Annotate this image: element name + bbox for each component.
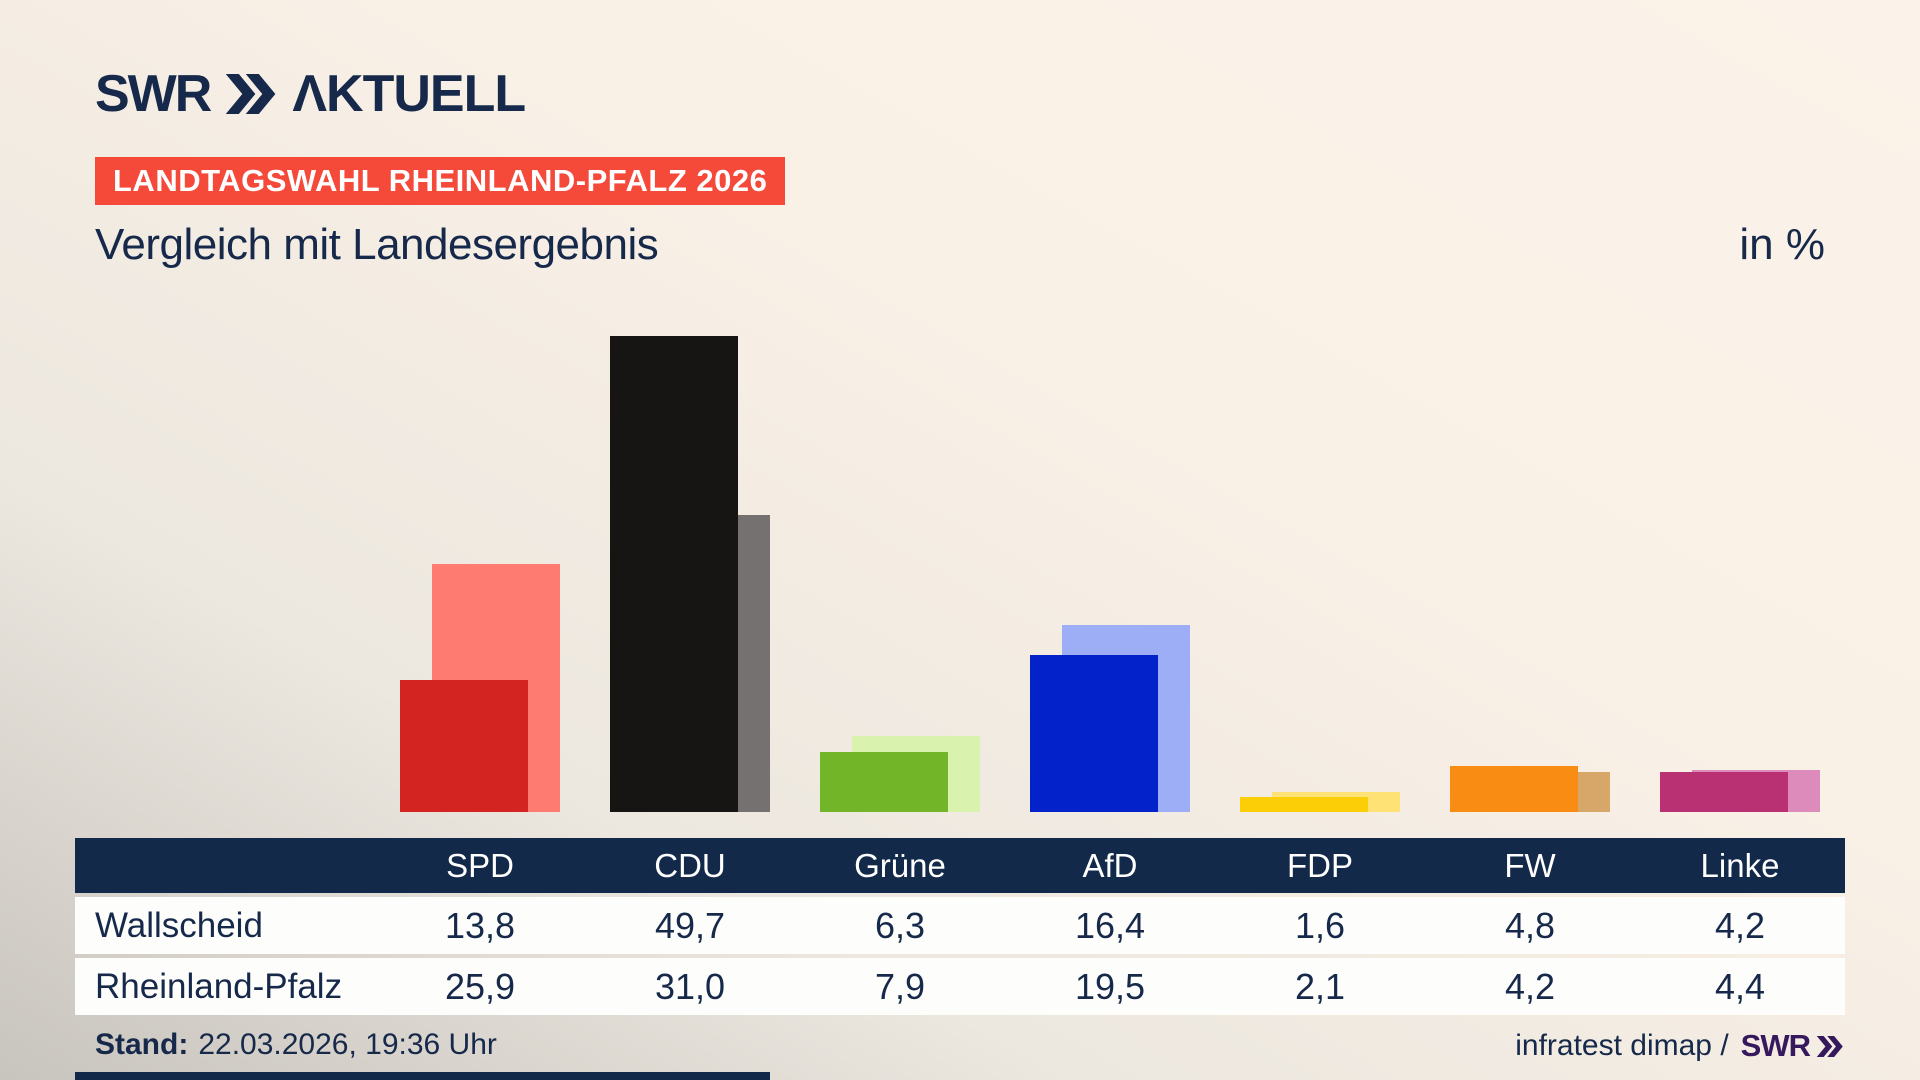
party-header-spd: SPD xyxy=(446,846,514,884)
party-header-fw: FW xyxy=(1504,846,1556,884)
value-rheinlandpfalz-fdp: 2,1 xyxy=(1294,965,1346,1007)
value-rheinlandpfalz-afd: 19,5 xyxy=(1074,965,1146,1007)
election-badge: LANDTAGSWAHL RHEINLAND-PFALZ 2026 xyxy=(95,157,786,205)
swr-chevrons-icon xyxy=(226,74,276,114)
bar-wallscheid-grne xyxy=(820,751,948,812)
party-header-grne: Grüne xyxy=(854,846,946,884)
row-label: Wallscheid xyxy=(95,905,263,945)
value-wallscheid-fw: 4,8 xyxy=(1504,904,1556,946)
swr-footer-logo: SWR xyxy=(1741,1028,1845,1064)
bottom-banner-edge xyxy=(75,1072,770,1080)
unit-label: in % xyxy=(1739,220,1825,269)
value-rheinlandpfalz-grne: 7,9 xyxy=(874,965,926,1007)
value-rheinlandpfalz-spd: 25,9 xyxy=(444,965,516,1007)
bar-wallscheid-cdu xyxy=(610,335,738,812)
swr-footer-chevrons-icon xyxy=(1816,1035,1843,1057)
results-table: SPD CDU Grüne AfD FDP FW Linke Wallscheid 13,8 49… xyxy=(75,838,1845,1015)
row-label: Rheinland-Pfalz xyxy=(95,966,343,1006)
table-row-wallscheid: Wallscheid 13,8 49,7 6,3 16,4 1,6 4,8 4,2 xyxy=(75,897,1845,954)
value-rheinlandpfalz-fw: 4,2 xyxy=(1504,965,1556,1007)
value-wallscheid-grne: 6,3 xyxy=(874,904,926,946)
value-wallscheid-spd: 13,8 xyxy=(444,904,516,946)
bar-wallscheid-spd xyxy=(400,679,528,812)
value-wallscheid-linke: 4,2 xyxy=(1714,904,1766,946)
stand-label: Stand: xyxy=(95,1028,189,1061)
bar-wallscheid-fdp xyxy=(1240,796,1368,812)
value-wallscheid-afd: 16,4 xyxy=(1074,904,1146,946)
source-credit: infratest dimap / SWR xyxy=(1515,1028,1845,1064)
swr-wordmark: SWR xyxy=(95,65,212,123)
bar-wallscheid-linke xyxy=(1660,771,1788,812)
party-header-linke: Linke xyxy=(1700,846,1780,884)
stand-value: 22.03.2026, 19:36 Uhr xyxy=(198,1028,497,1061)
source-text: infratest dimap / xyxy=(1515,1029,1729,1062)
value-rheinlandpfalz-cdu: 31,0 xyxy=(654,965,726,1007)
bar-wallscheid-fw xyxy=(1450,766,1578,812)
table-row-rheinlandpfalz: Rheinland-Pfalz 25,9 31,0 7,9 19,5 2,1 4,2 4,4 xyxy=(75,958,1845,1015)
bar-wallscheid-afd xyxy=(1030,654,1158,812)
party-header-fdp: FDP xyxy=(1287,846,1353,884)
chart-subtitle: Vergleich mit Landesergebnis xyxy=(95,220,659,269)
value-wallscheid-cdu: 49,7 xyxy=(654,904,726,946)
aktuell-wordmark: ΛKTUELL xyxy=(292,65,526,123)
value-rheinlandpfalz-linke: 4,4 xyxy=(1714,965,1766,1007)
status-line: Stand: 22.03.2026, 19:36 Uhr xyxy=(95,1028,497,1062)
party-header-cdu: CDU xyxy=(654,846,726,884)
swr-aktuell-logo: SWR ΛKTUELL xyxy=(95,65,526,123)
party-header-afd: AfD xyxy=(1082,846,1138,884)
value-wallscheid-fdp: 1,6 xyxy=(1294,904,1346,946)
table-header-row: SPD CDU Grüne AfD FDP FW Linke xyxy=(75,838,1845,893)
swr-footer-wordmark: SWR xyxy=(1740,1028,1811,1063)
